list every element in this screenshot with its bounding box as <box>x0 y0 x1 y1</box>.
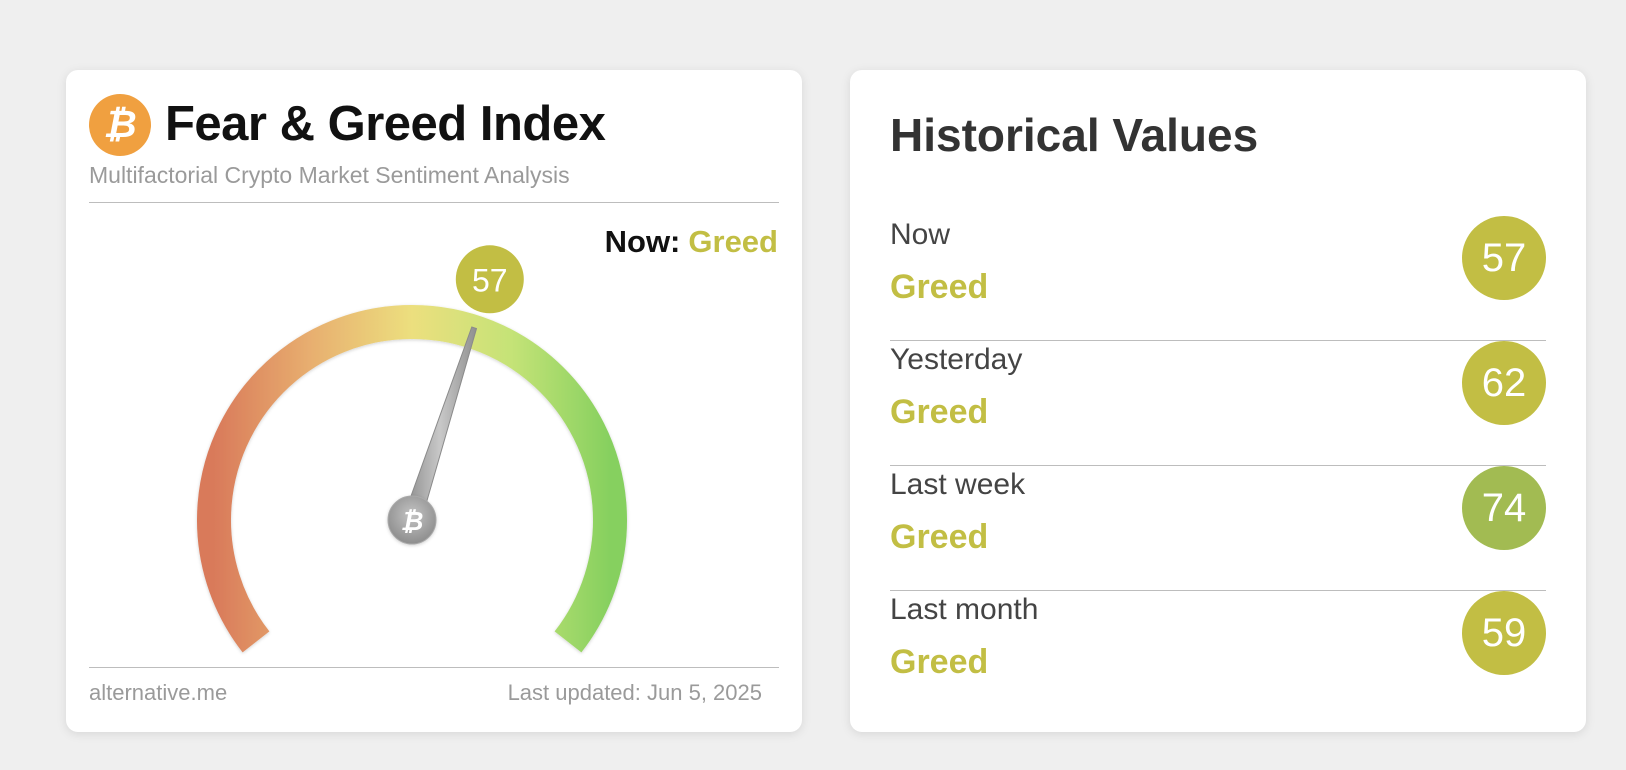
gauge-hub-bitcoin-icon <box>387 495 437 545</box>
source-link[interactable]: alternative.me <box>89 680 228 705</box>
historical-values-title: Historical Values <box>890 109 1259 161</box>
classification-label: Greed <box>890 268 989 306</box>
period-label: Last month <box>890 593 1039 626</box>
card-subtitle: Multifactorial Crypto Market Sentiment A… <box>89 162 570 188</box>
historical-values-list: Now Greed 57 Yesterday Greed 62 Last wee… <box>890 216 1546 715</box>
list-item: Last week Greed 74 <box>890 466 1546 591</box>
bitcoin-logo-glyph: ₿ <box>103 103 137 146</box>
value-badge: 62 <box>1462 341 1546 425</box>
now-label: Now: <box>604 224 681 259</box>
classification-label: Greed <box>890 518 989 556</box>
value-badge: 74 <box>1462 466 1546 550</box>
period-label: Yesterday <box>890 343 1023 376</box>
list-item: Yesterday Greed 62 <box>890 341 1546 466</box>
gauge-arc <box>197 304 627 653</box>
gauge: ₿ 57 <box>197 245 627 653</box>
last-updated: Last updated: Jun 5, 2025 <box>507 680 762 705</box>
now-status: Now: Greed <box>605 224 778 260</box>
gauge-hub-glyph: ₿ <box>401 506 424 536</box>
bitcoin-icon: ₿ <box>89 94 151 156</box>
value-badge: 59 <box>1462 591 1546 675</box>
card-title: Fear & Greed Index <box>165 97 606 151</box>
historical-values-card: Historical Values Now Greed 57 Yesterday… <box>850 70 1586 732</box>
period-label: Now <box>890 218 951 251</box>
value-badge: 57 <box>1462 216 1546 300</box>
classification-label: Greed <box>890 393 989 431</box>
divider <box>89 667 779 668</box>
list-item: Now Greed 57 <box>890 216 1546 341</box>
fear-greed-card: ₿ Fear & Greed Index Multifactorial Cryp… <box>66 70 802 732</box>
now-value: Greed <box>688 224 778 259</box>
gauge-value-text: 57 <box>472 262 508 298</box>
list-item: Last month Greed 59 <box>890 591 1546 715</box>
classification-label: Greed <box>890 643 989 681</box>
period-label: Last week <box>890 468 1026 501</box>
divider <box>89 202 779 203</box>
gauge-needle <box>402 326 478 524</box>
gauge-value-badge <box>455 245 524 314</box>
